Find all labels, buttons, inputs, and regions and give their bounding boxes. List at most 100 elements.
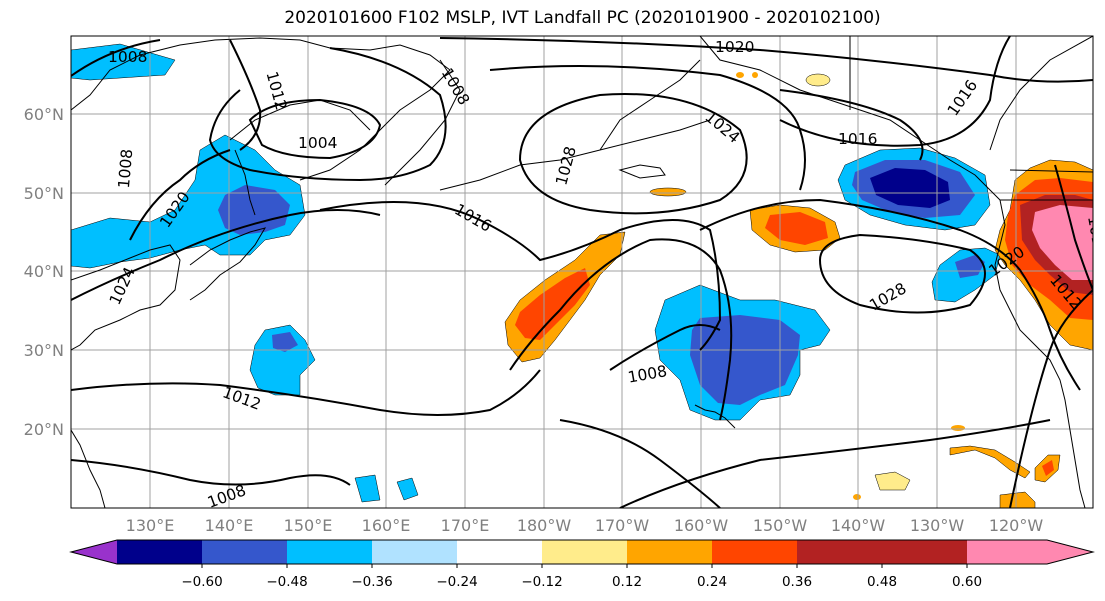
ivt-positive-core-east [765,212,828,245]
lat-label-60n: 60°N [24,105,64,124]
colorbar-tick-label: −0.24 [436,574,477,590]
colorbar-tick-label: 0.12 [612,574,642,590]
ivt-positive-small-4 [752,72,758,78]
graticule [71,36,1093,508]
latitude-labels: 60°N 50°N 40°N 30°N 20°N [24,105,64,439]
lat-label-20n: 20°N [24,420,64,439]
ivt-negative-core-goa [870,168,950,208]
colorbar-tick-label: 0.24 [697,574,727,590]
lat-label-50n: 50°N [24,184,64,203]
isobar-1016-ak [779,36,1011,147]
lon-label-140w: 140°W [831,516,886,535]
colorbar-tick-label: 0.60 [952,574,982,590]
coast-korea-china [71,244,181,351]
colorbar-ticks [201,564,968,568]
isobar-1016-c [319,201,722,351]
colorbar-tick-label: −0.36 [351,574,392,590]
isobar-label: 1004 [298,134,337,152]
coast-alaska [699,36,1001,201]
coastlines [71,36,1093,508]
ivt-positive-core-central [515,268,590,340]
colorbar-segment [882,540,967,564]
lon-label-180w: 180°W [517,516,572,535]
colorbar-segment [542,540,627,564]
lon-label-170e: 170°E [441,516,490,535]
lon-label-120w: 120°W [989,516,1044,535]
isobar-1008-n [208,47,447,182]
coast-us-west [994,264,1086,508]
ivt-positive-region-south-1 [949,445,1031,479]
isobar-1028-e [818,233,986,314]
lon-label-160w: 160°W [674,516,729,535]
ivt-negative-core-coast [955,255,985,278]
colorbar-segment [372,540,457,564]
lat-label-40n: 40°N [24,262,64,281]
lon-label-160e: 160°E [362,516,411,535]
isobar-label: 1008 [115,148,136,189]
colorbar-tick-label: −0.48 [266,574,307,590]
isobar-1024-w [71,209,381,301]
colorbar-tick-label: −0.60 [181,574,222,590]
coast-japan [189,227,267,301]
colorbar: −0.60 −0.48 −0.36 −0.24 −0.12 0.12 0.24 … [69,539,1095,590]
map-frame [70,35,1094,509]
isobar-1008-nw [71,39,161,77]
colorbar-segment [202,540,287,564]
ivt-negative-region-south-2 [396,477,419,501]
isobar-label: 1016 [1084,215,1105,257]
lon-label-140e: 140°E [205,516,254,535]
colorbar-segment [287,540,372,564]
ivt-negative-region-sw [249,324,316,396]
ivt-positive-small-3 [736,72,744,78]
coast-us-interior [1009,169,1093,173]
colorbar-segment [117,540,202,564]
coast-bc [994,199,1006,266]
isobar-1012-n [229,39,262,151]
coast-island-1 [618,164,666,179]
coast-sakhalin [234,149,256,216]
ivt-negative-region-south [354,474,381,503]
coast-hawaii [694,404,736,429]
ivt-positive-region-south-3 [874,471,911,491]
isobar-1008-sw [71,459,351,486]
ivt-negative-core-sw [272,332,298,352]
ivt-positive-small-2 [805,73,831,87]
ivt-positive-small-1 [649,187,687,197]
ivt-positive-core-south-2 [1042,460,1054,476]
ivt-positive-small-5 [951,425,965,431]
colorbar-segment [457,540,542,564]
lat-label-30n: 30°N [24,341,64,360]
isobar-label: 1016 [838,130,877,148]
coast-taiwan-ph [71,429,106,508]
lon-label-150w: 150°W [753,516,808,535]
map-title: 2020101600 F102 MSLP, IVT Landfall PC (2… [284,8,881,28]
lon-label-130w: 130°W [910,516,965,535]
isobar-1004-low [248,98,382,160]
isobar-label: 1020 [715,38,754,56]
isobar-1020-top [439,37,1093,83]
coast-alaska-west [599,59,701,151]
isobar-1016-far [1054,164,1093,291]
lon-label-130e: 130°E [126,516,175,535]
lon-label-170w: 170°W [595,516,650,535]
coast-asia-north [71,37,451,181]
colorbar-segment [712,540,797,564]
isobar-1012-s [71,369,541,416]
isobar-1020-w [129,149,231,241]
colorbar-extend-low [71,540,117,564]
colorbar-tick-label: 0.48 [867,574,897,590]
ivt-positive-region-south-4 [999,491,1036,508]
coast-kamchatka [384,59,461,186]
ivt-negative-core-japan [218,185,290,235]
mslp-isobars [71,36,1093,508]
isobar-label: 1008 [108,48,147,66]
isobar-1028-high [518,93,748,215]
coast-aleutians [439,119,711,191]
colorbar-outline [69,539,1095,565]
longitude-labels: 130°E 140°E 150°E 160°E 170°E 180°W 170°… [126,516,1044,535]
colorbar-segment [627,540,712,564]
isobar-1008-center [609,324,721,371]
coast-canada-line [989,36,1093,151]
colorbar-segment [797,540,882,564]
isobar-1020-e [699,198,1081,391]
